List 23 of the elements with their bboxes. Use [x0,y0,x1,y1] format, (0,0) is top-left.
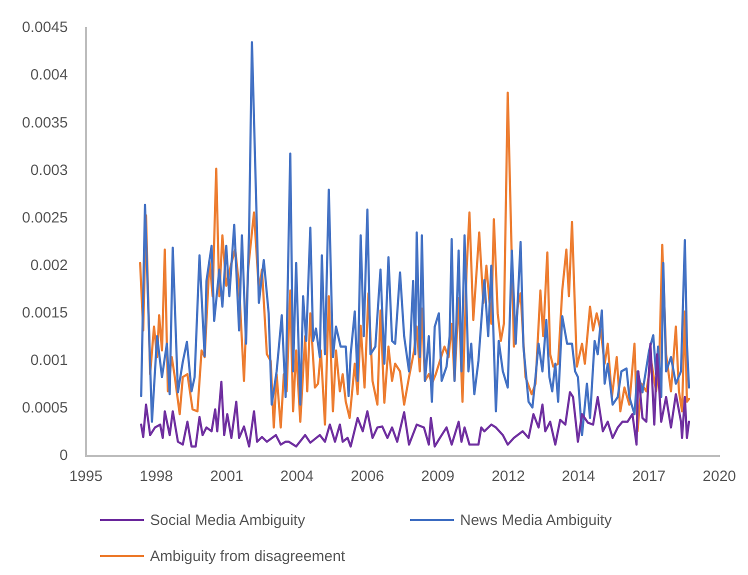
x-tick-label: 1995 [69,468,103,486]
x-tick-label: 2014 [562,468,596,486]
x-tick-label: 2004 [280,468,314,486]
y-tick-label: 0.0005 [22,400,68,417]
x-tick-label: 2012 [492,468,525,486]
legend-label: Ambiguity from disagreement [150,548,346,564]
x-tick-label: 1998 [140,468,174,486]
x-tick-label: 2001 [210,468,244,486]
y-tick-label: 0.0045 [22,19,68,36]
legend-label: News Media Ambiguity [460,512,612,528]
y-tick-label: 0.002 [30,256,68,274]
y-tick-label: 0.004 [30,66,68,84]
y-tick-label: 0.001 [30,352,68,370]
legend-label: Social Media Ambiguity [150,512,306,528]
y-tick-label: 0.003 [30,162,68,179]
y-tick-label: 0.0035 [22,114,68,132]
x-tick-label: 2006 [350,468,384,486]
x-tick-label: 2009 [421,468,455,486]
x-tick-label: 2017 [632,468,666,486]
x-tick-label: 2020 [702,468,736,486]
y-tick-label: 0.0015 [22,304,68,322]
y-tick-label: 0 [60,447,68,464]
y-tick-label: 0.0025 [22,209,68,226]
